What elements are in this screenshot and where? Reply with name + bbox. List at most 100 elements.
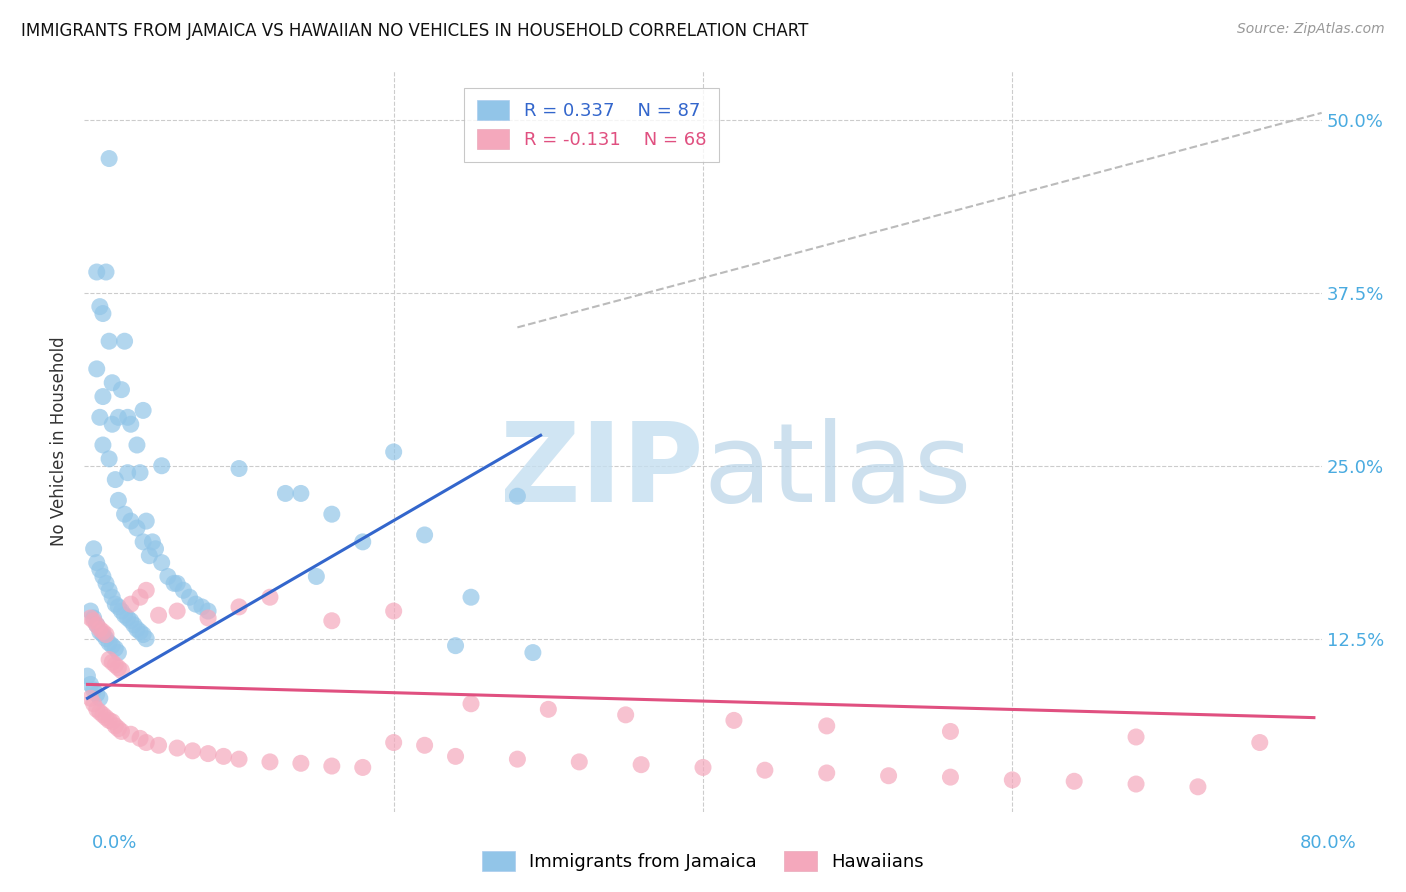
Point: [166, 741, 188, 756]
Point: [1187, 780, 1209, 794]
Point: [129, 731, 152, 746]
Point: [98, 636, 121, 650]
Point: [83, 697, 105, 711]
Point: [120, 597, 142, 611]
Point: [98, 152, 121, 166]
Legend: R = 0.337    N = 87, R = -0.131    N = 68: R = 0.337 N = 87, R = -0.131 N = 68: [464, 87, 718, 161]
Point: [94, 627, 117, 641]
Point: [98, 714, 121, 728]
Point: [148, 739, 170, 753]
Point: [104, 719, 127, 733]
Point: [91, 306, 114, 320]
Point: [352, 534, 374, 549]
Point: [91, 390, 114, 404]
Point: [98, 451, 121, 466]
Point: [94, 632, 117, 646]
Point: [197, 604, 219, 618]
Point: [120, 417, 142, 432]
Point: [228, 461, 250, 475]
Point: [107, 410, 129, 425]
Point: [110, 383, 132, 397]
Point: [939, 770, 962, 784]
Point: [89, 691, 111, 706]
Point: [101, 376, 124, 390]
Text: 80.0%: 80.0%: [1301, 834, 1357, 852]
Point: [163, 576, 186, 591]
Point: [129, 591, 152, 605]
Point: [156, 569, 179, 583]
Point: [91, 569, 114, 583]
Point: [145, 541, 167, 556]
Point: [723, 714, 745, 728]
Point: [94, 265, 117, 279]
Point: [321, 507, 343, 521]
Point: [98, 652, 121, 666]
Point: [120, 614, 142, 628]
Point: [129, 624, 152, 639]
Point: [382, 604, 405, 618]
Point: [89, 622, 111, 636]
Point: [98, 334, 121, 349]
Point: [114, 334, 136, 349]
Point: [79, 677, 101, 691]
Point: [413, 528, 436, 542]
Point: [101, 714, 124, 729]
Point: [91, 707, 114, 722]
Point: [141, 534, 163, 549]
Point: [444, 639, 467, 653]
Point: [79, 604, 101, 618]
Point: [413, 739, 436, 753]
Point: [568, 755, 591, 769]
Point: [138, 549, 160, 563]
Point: [939, 724, 962, 739]
Point: [815, 766, 838, 780]
Point: [172, 583, 194, 598]
Point: [197, 611, 219, 625]
Point: [117, 611, 139, 625]
Point: [444, 749, 467, 764]
Point: [1001, 772, 1024, 787]
Point: [83, 541, 105, 556]
Text: atlas: atlas: [703, 417, 972, 524]
Point: [166, 604, 188, 618]
Point: [94, 711, 117, 725]
Point: [91, 624, 114, 639]
Point: [815, 719, 838, 733]
Point: [179, 591, 201, 605]
Point: [101, 655, 124, 669]
Point: [107, 493, 129, 508]
Point: [506, 752, 529, 766]
Point: [104, 658, 127, 673]
Point: [460, 697, 482, 711]
Y-axis label: No Vehicles in Household: No Vehicles in Household: [51, 336, 69, 547]
Point: [259, 755, 281, 769]
Text: 0.0%: 0.0%: [91, 834, 136, 852]
Point: [630, 757, 652, 772]
Point: [86, 618, 108, 632]
Point: [537, 702, 560, 716]
Point: [522, 646, 544, 660]
Point: [150, 556, 173, 570]
Text: Source: ZipAtlas.com: Source: ZipAtlas.com: [1237, 22, 1385, 37]
Point: [94, 576, 117, 591]
Point: [114, 507, 136, 521]
Text: IMMIGRANTS FROM JAMAICA VS HAWAIIAN NO VEHICLES IN HOUSEHOLD CORRELATION CHART: IMMIGRANTS FROM JAMAICA VS HAWAIIAN NO V…: [21, 22, 808, 40]
Point: [79, 691, 101, 706]
Point: [506, 489, 529, 503]
Point: [120, 727, 142, 741]
Point: [382, 445, 405, 459]
Point: [274, 486, 297, 500]
Point: [79, 611, 101, 625]
Point: [259, 591, 281, 605]
Point: [91, 627, 114, 641]
Point: [89, 705, 111, 719]
Point: [104, 597, 127, 611]
Point: [122, 618, 145, 632]
Point: [98, 583, 121, 598]
Point: [110, 604, 132, 618]
Point: [83, 614, 105, 628]
Point: [132, 627, 155, 641]
Point: [120, 514, 142, 528]
Text: ZIP: ZIP: [499, 417, 703, 524]
Point: [86, 556, 108, 570]
